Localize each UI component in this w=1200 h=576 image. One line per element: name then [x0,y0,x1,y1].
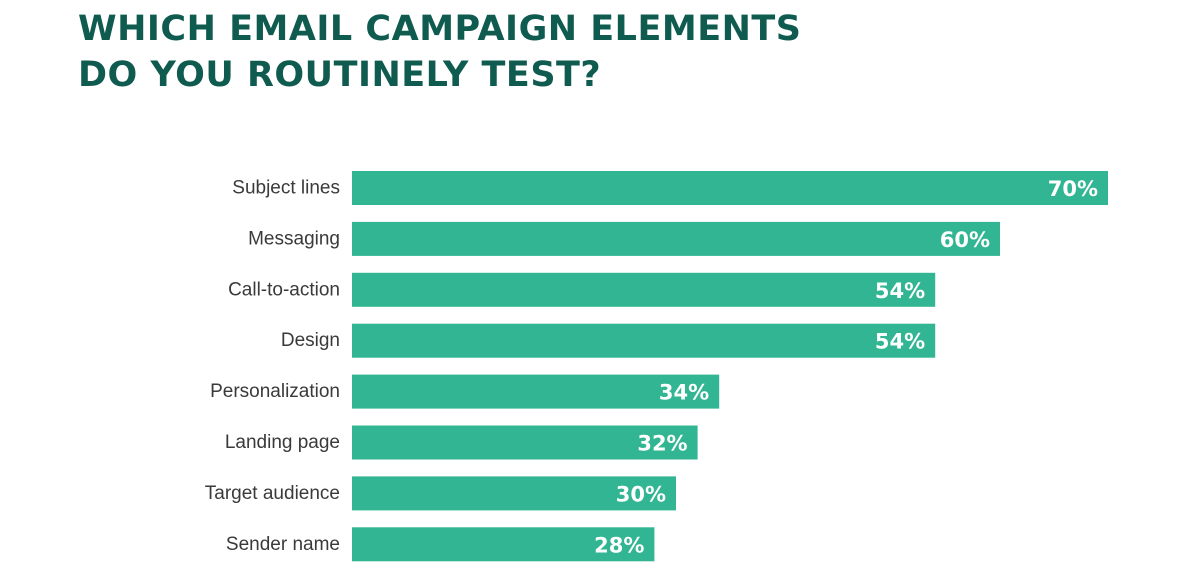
value-label: 70% [1048,177,1098,201]
value-label: 28% [594,533,644,557]
bar [352,527,655,562]
category-label: Subject lines [232,178,340,199]
bar [352,425,698,460]
chart-title-line-2: DO YOU ROUTINELY TEST? [78,55,602,95]
category-label: Target audience [205,483,340,504]
value-label: 54% [875,330,925,354]
bar [352,476,676,511]
value-label: 34% [659,381,709,405]
chart-title: WHICH EMAIL CAMPAIGN ELEMENTS DO YOU ROU… [78,6,802,98]
value-label: 32% [637,432,687,456]
category-label: Personalization [210,381,340,402]
value-label: 54% [875,279,925,303]
chart-title-line-1: WHICH EMAIL CAMPAIGN ELEMENTS [78,9,802,49]
category-label: Sender name [226,534,340,555]
bar [352,221,1000,256]
value-label: 60% [940,228,990,252]
bar [352,374,720,409]
category-label: Messaging [248,228,340,249]
bar [352,171,1108,205]
category-label: Design [281,330,340,351]
value-label: 30% [616,482,666,506]
category-label: Landing page [225,432,340,453]
bar [352,272,936,307]
category-label: Call-to-action [228,279,340,300]
bar [352,323,936,358]
